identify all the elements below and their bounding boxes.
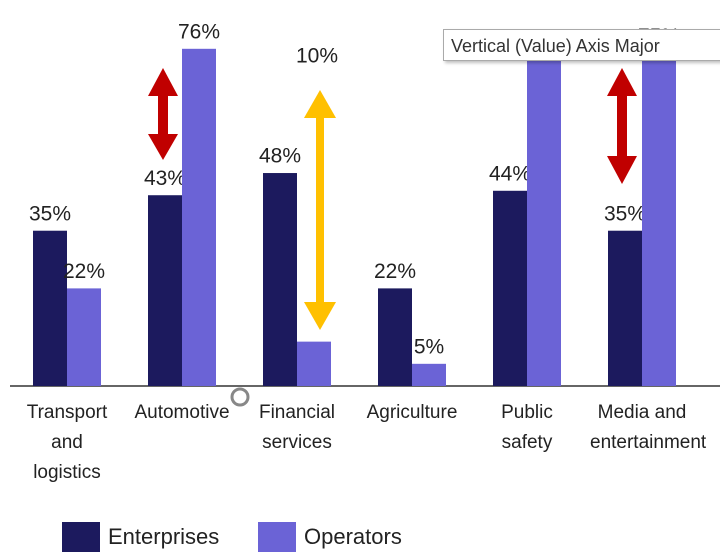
arrow-automotive xyxy=(148,68,178,160)
x-tick-label: Financial services xyxy=(258,402,336,453)
arrow-media xyxy=(607,68,637,184)
bar xyxy=(527,31,561,387)
data-label: 35% xyxy=(29,202,71,225)
bar xyxy=(297,341,331,386)
legend-label: Operators xyxy=(304,524,402,549)
legend-swatch xyxy=(62,522,100,552)
data-label: 44% xyxy=(489,162,531,185)
data-label: 43% xyxy=(144,167,186,190)
handle xyxy=(230,387,250,407)
x-tick-label: Media and entertainment xyxy=(590,402,707,453)
legend-swatch xyxy=(258,522,296,552)
bar xyxy=(412,363,446,386)
bar xyxy=(608,230,642,386)
bar xyxy=(148,195,182,386)
legend-item: Enterprises xyxy=(62,522,219,552)
x-tick-label: Automotive xyxy=(134,402,230,423)
legend-label: Enterprises xyxy=(108,524,220,549)
marks: 35%22%43%76%48%10%22%5%44%35%75% xyxy=(29,20,680,387)
x-tick-label: Public safety xyxy=(501,402,553,453)
data-label: 5% xyxy=(414,335,444,358)
data-label: 22% xyxy=(63,260,105,283)
data-label: 35% xyxy=(604,202,646,225)
bar xyxy=(33,230,67,386)
bar xyxy=(378,288,412,386)
data-label: 76% xyxy=(178,20,220,43)
data-label: 22% xyxy=(374,260,416,283)
tooltip: Vertical (Value) Axis Major xyxy=(443,29,720,61)
x-tick-label: Transport and logistics xyxy=(26,402,108,483)
bar xyxy=(263,173,297,386)
legend-item: Operators xyxy=(258,522,402,552)
bar xyxy=(67,288,101,386)
arrow-financial xyxy=(304,90,336,330)
bar xyxy=(642,53,676,386)
bar xyxy=(493,190,527,386)
data-label: 48% xyxy=(259,145,301,168)
x-tick-label: Agriculture xyxy=(366,402,458,423)
data-label: 10% xyxy=(296,45,338,68)
bar xyxy=(182,48,216,386)
